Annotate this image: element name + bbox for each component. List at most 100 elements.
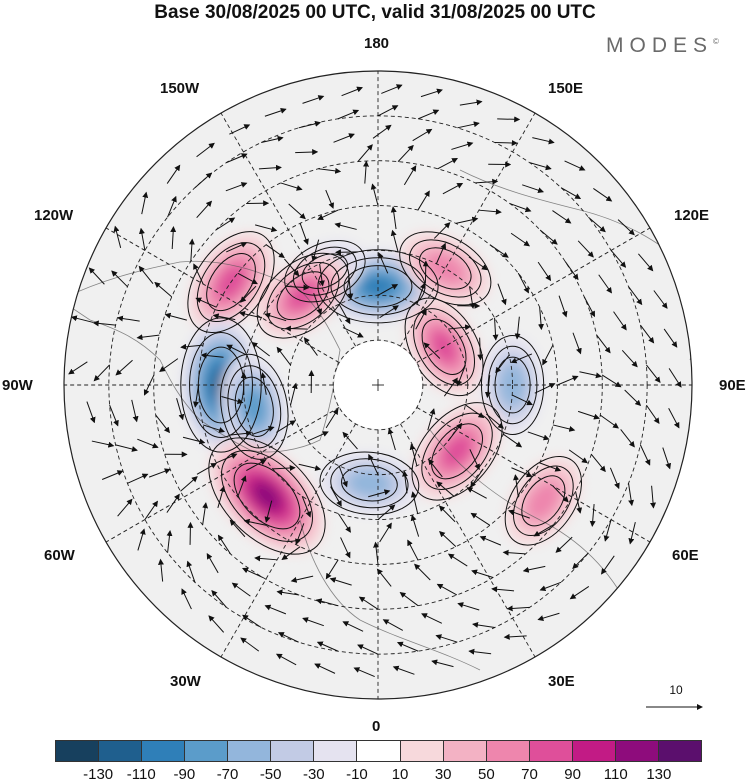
contour-line [256,252,350,339]
wind-arrow [377,284,399,296]
wind-arrow [572,332,582,355]
wind-arrow [313,292,323,315]
colorbar-tick-label: -10 [346,766,368,783]
colorbar-tick-label: 90 [564,766,581,783]
wind-arrow [552,424,576,432]
wind-arrow [435,634,458,643]
wind-arrow [575,491,583,514]
wind-arrow [527,431,550,441]
wind-arrow [478,208,502,215]
wind-arrow [579,371,602,379]
wind-arrow [457,602,480,611]
wind-arrow [217,534,231,555]
wind-arrow [196,142,215,158]
colorbar-segment [658,741,701,761]
wind-arrow [88,267,105,285]
lon-label-150e: 150E [548,80,584,97]
wind-arrow [231,582,251,597]
colorbar-tick-label: -50 [259,766,282,783]
wind-arrow [588,216,606,233]
wind-arrow [242,567,264,578]
wind-arrow [357,644,379,655]
wind-arrow [193,384,200,408]
wind-arrow [451,141,474,150]
colorbar-segment [615,741,659,761]
wind-arrow [522,184,545,194]
colorbar-tick-label: 70 [521,766,538,783]
wind-arrow [475,178,499,185]
wind-arrow [529,162,552,171]
wind-arrow [484,375,491,399]
wind-arrow [276,420,296,433]
wind-arrow [479,535,502,546]
contour-line [319,451,420,516]
colorbar-segment [228,741,272,761]
wind-arrow [188,238,195,262]
colorbar-tick-label: 50 [477,766,495,783]
wind-arrow [229,124,251,135]
wind-arrow [568,449,588,464]
wind-arrow [193,263,204,285]
wind-arrow [477,337,484,361]
brand-logo: MODES© [606,34,719,58]
wind-arrow [154,281,173,298]
colorbar-segment [314,741,358,761]
wind-arrow [342,327,364,338]
wind-arrow [502,549,526,556]
wind-arrow [261,135,284,143]
wind-arrow [427,408,436,431]
wind-arrow [338,465,348,488]
wind-arrow [469,449,480,471]
wind-arrow [277,632,299,643]
wind-arrow [131,399,139,423]
wind-arrow [251,341,270,357]
wind-arrow [414,563,431,581]
wind-arrow [537,261,552,282]
map-boundary [63,70,693,700]
wind-arrow [143,374,155,396]
wind-arrow [534,383,556,394]
wind-arrow [115,444,138,452]
wind-arrow [442,182,464,195]
lon-label-150w: 150W [160,80,200,97]
contour-line [234,376,274,437]
wind-vectors [68,84,682,678]
wind-arrow [390,229,399,253]
wind-arrow [276,346,291,366]
wind-arrow [264,312,287,322]
wind-arrow [470,468,484,488]
wind-arrow [537,612,560,621]
wind-arrow [157,558,164,582]
wind-arrow [417,109,440,120]
wind-arrow [513,474,520,497]
wind-arrow [392,665,415,675]
colorbar-tick-label: 10 [391,766,409,783]
wind-arrow [148,468,171,478]
wind-arrow [264,500,273,523]
wind-arrow [436,583,458,596]
wind-arrow [240,285,257,303]
contour-line [513,465,574,536]
wind-arrow [141,191,149,215]
wind-arrow [508,509,530,519]
wind-arrow [403,165,417,186]
wind-arrow [318,167,342,174]
anomaly-level [526,481,561,521]
wind-arrow [115,359,133,376]
anomaly-labrador-low [220,354,288,459]
wind-arrow [116,315,140,322]
wind-arrow [397,144,414,162]
wind-arrow [314,663,336,674]
wind-arrow [159,358,179,372]
wind-arrow [325,559,339,580]
wind-arrow [564,160,586,171]
wind-arrow [225,182,248,192]
wind-arrow [514,316,521,340]
wind-arrow [447,553,468,567]
wind-arrow [113,225,122,249]
wind-arrow [509,203,532,213]
wind-arrow [226,242,248,253]
contour-line [521,475,566,527]
wind-arrow [497,283,507,306]
